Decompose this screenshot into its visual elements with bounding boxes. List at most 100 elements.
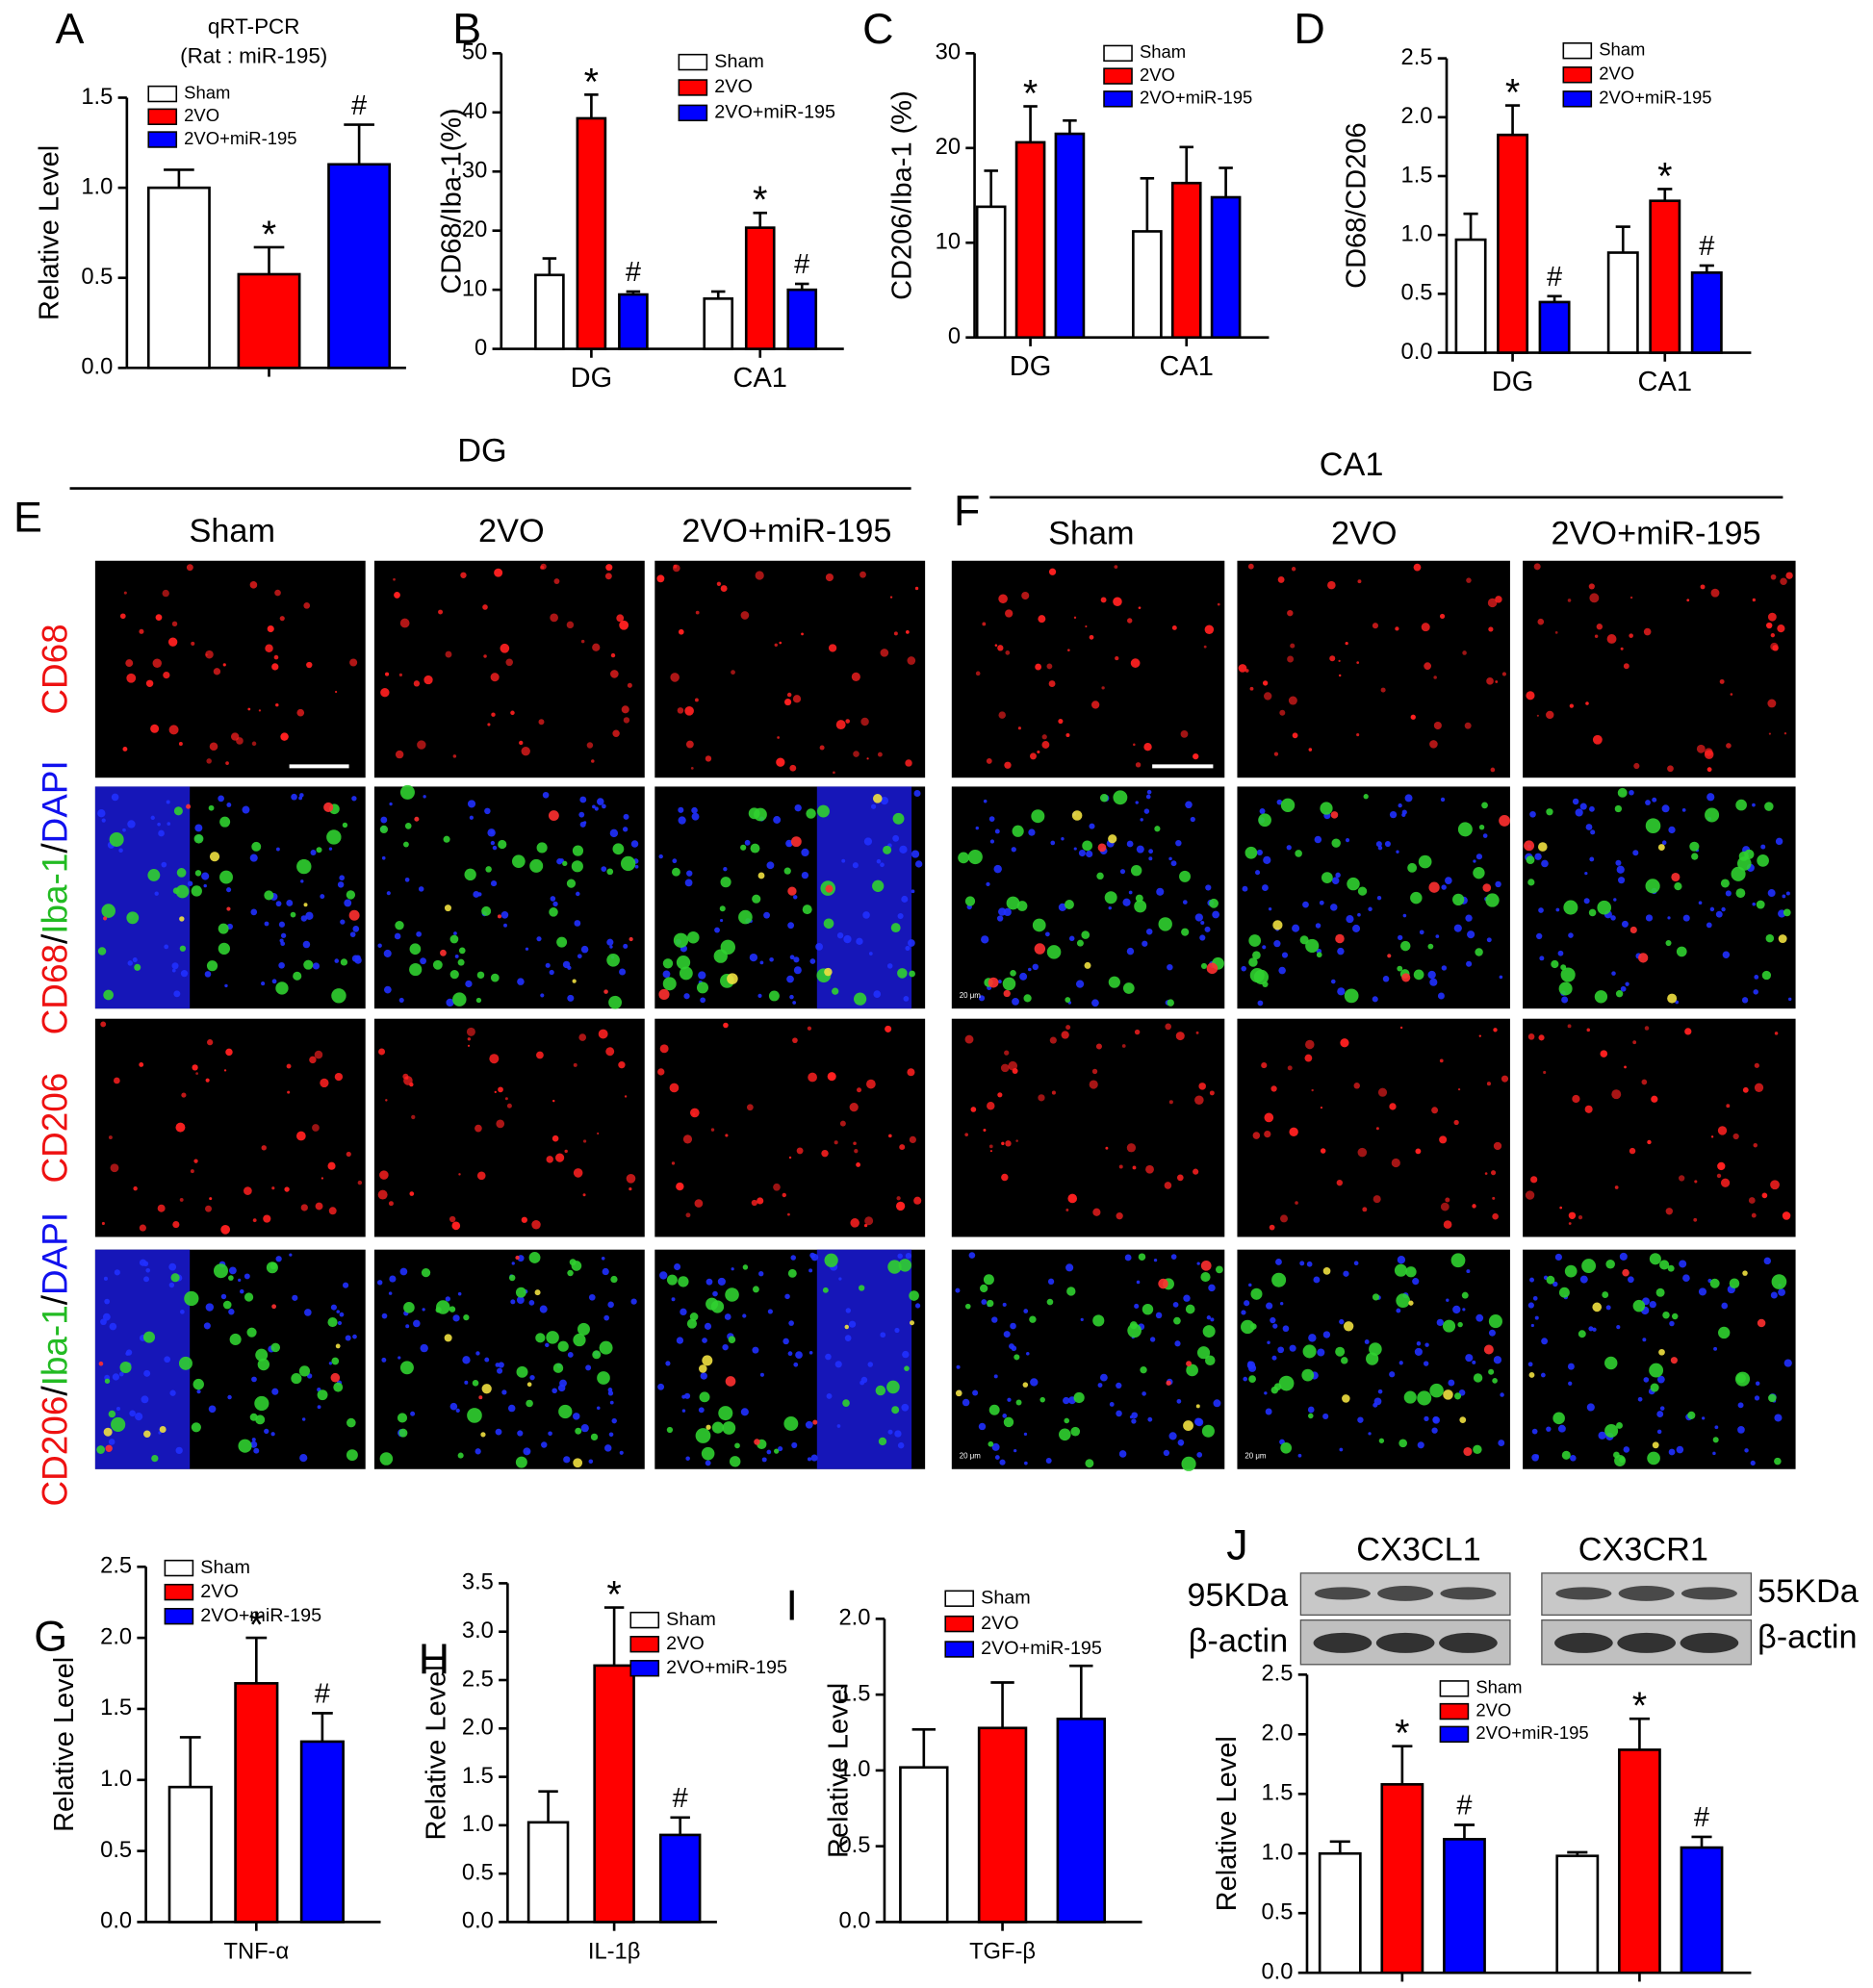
cell-signal bbox=[1568, 1381, 1573, 1386]
cell-signal bbox=[1767, 699, 1777, 708]
cell-signal bbox=[1148, 849, 1154, 854]
row-label-part: / bbox=[35, 1386, 74, 1396]
cell-signal bbox=[1754, 1395, 1760, 1401]
cell-signal bbox=[1126, 1143, 1137, 1153]
cell-signal bbox=[1629, 1147, 1636, 1155]
cell-signal bbox=[1368, 906, 1373, 912]
significance-mark: # bbox=[1547, 262, 1562, 293]
cell-signal bbox=[279, 616, 285, 622]
cell-signal bbox=[666, 1426, 674, 1434]
cell-signal bbox=[247, 707, 251, 711]
cell-signal bbox=[575, 1427, 582, 1435]
error-bar bbox=[538, 1790, 558, 1822]
cell-signal bbox=[100, 1021, 107, 1028]
cell-signal bbox=[852, 862, 859, 869]
cell-signal bbox=[327, 1317, 338, 1328]
cell-signal bbox=[1417, 1390, 1432, 1406]
cell-signal bbox=[823, 918, 834, 930]
cell-signal bbox=[1596, 624, 1604, 630]
cell-signal bbox=[1478, 1034, 1481, 1037]
cell-signal bbox=[1329, 655, 1336, 662]
cell-signal bbox=[438, 609, 444, 615]
cell-signal bbox=[1440, 1202, 1450, 1211]
cell-signal bbox=[1181, 1456, 1196, 1471]
cell-signal bbox=[109, 831, 124, 847]
cell-signal bbox=[457, 1291, 462, 1296]
cell-signal bbox=[398, 997, 404, 1003]
cell-signal bbox=[1003, 1416, 1014, 1428]
cell-signal bbox=[328, 847, 333, 851]
cell-signal bbox=[101, 818, 106, 823]
cell-signal bbox=[1530, 1323, 1534, 1328]
cell-signal bbox=[1011, 847, 1016, 853]
cell-signal bbox=[907, 1068, 915, 1077]
legend-label: 2VO+miR-195 bbox=[184, 128, 296, 148]
cell-signal bbox=[1124, 1254, 1132, 1262]
cell-signal bbox=[1096, 872, 1104, 880]
significance-mark: * bbox=[1023, 72, 1038, 115]
bar bbox=[1443, 1838, 1486, 1975]
cell-signal bbox=[303, 601, 311, 609]
cell-signal bbox=[440, 949, 447, 956]
cell-signal bbox=[1012, 997, 1019, 1006]
cell-signal bbox=[1597, 900, 1612, 915]
legend-label: 2VO bbox=[1475, 1699, 1511, 1720]
cell-signal bbox=[757, 993, 762, 998]
cell-signal bbox=[1665, 940, 1672, 947]
cell-signal bbox=[1003, 1331, 1011, 1338]
legend-label: 2VO bbox=[714, 76, 753, 97]
cell-signal bbox=[141, 1395, 149, 1404]
cell-signal bbox=[629, 1187, 632, 1191]
cell-signal bbox=[1567, 599, 1572, 602]
cell-signal bbox=[1179, 870, 1192, 882]
cell-signal bbox=[597, 1371, 610, 1385]
cell-signal bbox=[489, 1054, 500, 1064]
cell-signal bbox=[164, 944, 169, 950]
cell-signal bbox=[997, 980, 1002, 983]
cell-signal bbox=[1109, 1402, 1115, 1407]
cell-signal bbox=[1002, 1414, 1008, 1418]
y-tick-label: 2.0 bbox=[1401, 104, 1433, 129]
y-tick-label: 0.5 bbox=[81, 265, 113, 290]
y-tick-label: 1.0 bbox=[1261, 1841, 1293, 1866]
cell-signal bbox=[1768, 1393, 1777, 1403]
cell-signal bbox=[1128, 890, 1133, 895]
cell-signal bbox=[1526, 691, 1535, 701]
cell-signal bbox=[1250, 1323, 1257, 1330]
cell-signal bbox=[284, 1186, 290, 1192]
cell-signal bbox=[1737, 856, 1752, 871]
cell-signal bbox=[988, 977, 999, 988]
error-bar bbox=[584, 93, 599, 118]
cell-signal bbox=[1579, 803, 1587, 810]
cell-signal bbox=[998, 711, 1006, 719]
cell-signal bbox=[787, 922, 795, 930]
cell-signal bbox=[578, 811, 585, 818]
cell-signal bbox=[1472, 1204, 1476, 1209]
y-tick-label: 20 bbox=[462, 217, 487, 242]
cell-signal bbox=[1645, 818, 1661, 833]
cell-signal bbox=[1643, 1377, 1650, 1383]
cell-signal bbox=[720, 585, 728, 593]
cell-signal bbox=[1532, 1295, 1538, 1301]
cell-signal bbox=[821, 1149, 829, 1158]
cell-signal bbox=[1357, 1416, 1364, 1423]
cell-signal bbox=[1414, 1347, 1423, 1356]
cell-signal bbox=[1442, 1319, 1456, 1333]
cell-signal bbox=[191, 885, 202, 897]
cell-signal bbox=[1058, 903, 1067, 911]
cell-signal bbox=[196, 1389, 201, 1394]
row-label: CD68 bbox=[35, 624, 74, 714]
cell-signal bbox=[1621, 920, 1629, 928]
cell-signal bbox=[536, 1051, 544, 1059]
micrograph bbox=[1523, 1018, 1796, 1237]
cell-signal bbox=[1168, 1432, 1177, 1440]
bar bbox=[1170, 181, 1202, 340]
cell-signal bbox=[1440, 797, 1446, 803]
cell-signal bbox=[794, 803, 802, 812]
legend-label: Sham bbox=[1140, 41, 1186, 62]
cell-signal bbox=[1050, 840, 1056, 846]
cell-signal bbox=[536, 936, 542, 942]
cell-signal bbox=[1629, 789, 1634, 796]
cell-signal bbox=[190, 1169, 194, 1174]
cell-signal bbox=[1667, 916, 1671, 920]
